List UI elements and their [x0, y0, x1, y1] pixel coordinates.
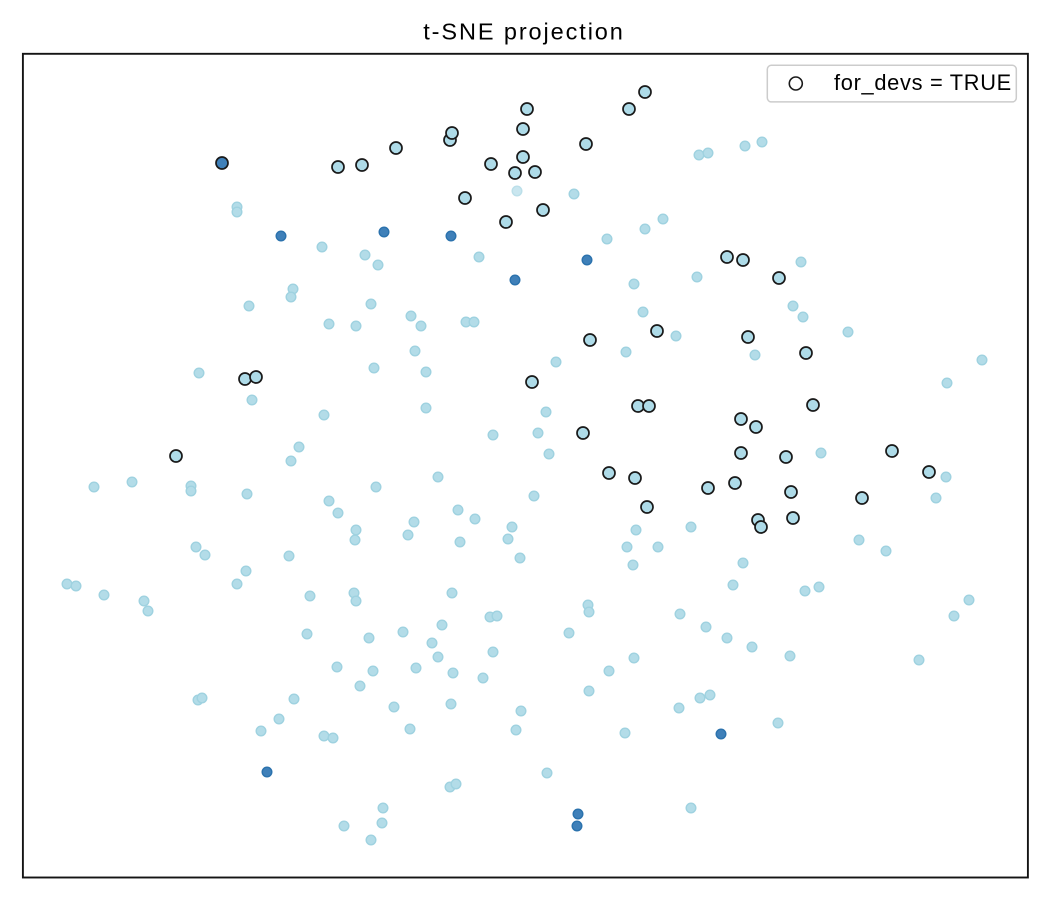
svg-text:for_devs = TRUE: for_devs = TRUE — [834, 70, 1012, 95]
svg-text:t-SNE projection: t-SNE projection — [423, 19, 625, 45]
